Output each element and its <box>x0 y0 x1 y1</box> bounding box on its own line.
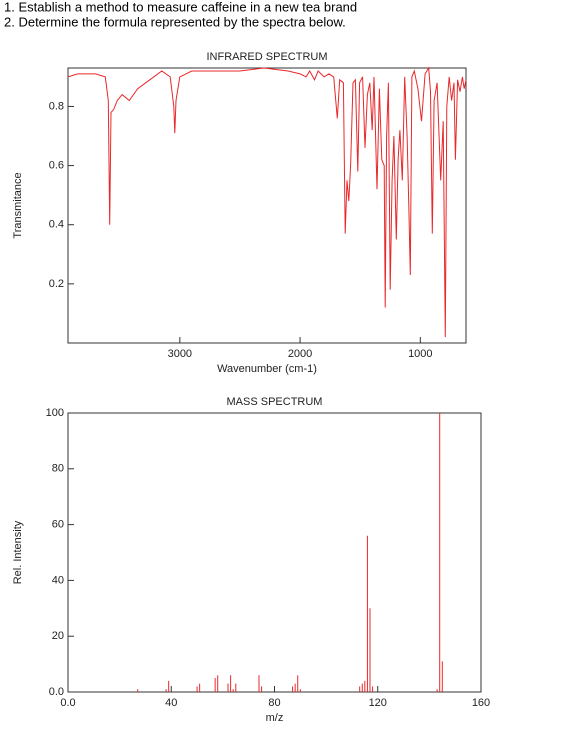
x-tick-label: 120 <box>369 697 387 709</box>
y-tick-label: 40 <box>52 574 64 586</box>
x-tick-label: 3000 <box>168 348 192 360</box>
y-tick-label: 60 <box>52 519 64 531</box>
y-tick-label: 0.2 <box>49 278 64 290</box>
y-axis-label: Transmitance <box>12 172 24 238</box>
x-tick-label: 40 <box>165 697 177 709</box>
x-tick-label: 0.0 <box>60 697 75 709</box>
spectrum-line <box>67 66 467 338</box>
y-tick-label: 100 <box>46 407 64 419</box>
question: 2. Determine the formula represented by … <box>4 14 346 29</box>
x-axis-label: Wavenumber (cm-1) <box>217 363 317 375</box>
x-tick-label: 1000 <box>408 348 432 360</box>
y-tick-label: 80 <box>52 463 64 475</box>
x-tick-label: 160 <box>472 697 490 709</box>
y-tick-label: 0.4 <box>49 219 64 231</box>
question: 1. Establish a method to measure caffein… <box>4 0 357 14</box>
y-tick-label: 0.8 <box>49 100 64 112</box>
chart-title: MASS SPECTRUM <box>227 396 323 408</box>
plot-frame <box>67 412 482 693</box>
x-tick-label: 2000 <box>288 348 312 360</box>
y-tick-label: 0.0 <box>49 686 64 698</box>
x-axis-label: m/z <box>266 712 284 724</box>
x-tick-label: 80 <box>268 697 280 709</box>
y-tick-label: 0.6 <box>49 159 64 171</box>
chart-title: INFRARED SPECTRUM <box>206 51 327 63</box>
y-axis-label: Rel. Intensity <box>12 520 24 584</box>
y-tick-label: 20 <box>52 630 64 642</box>
